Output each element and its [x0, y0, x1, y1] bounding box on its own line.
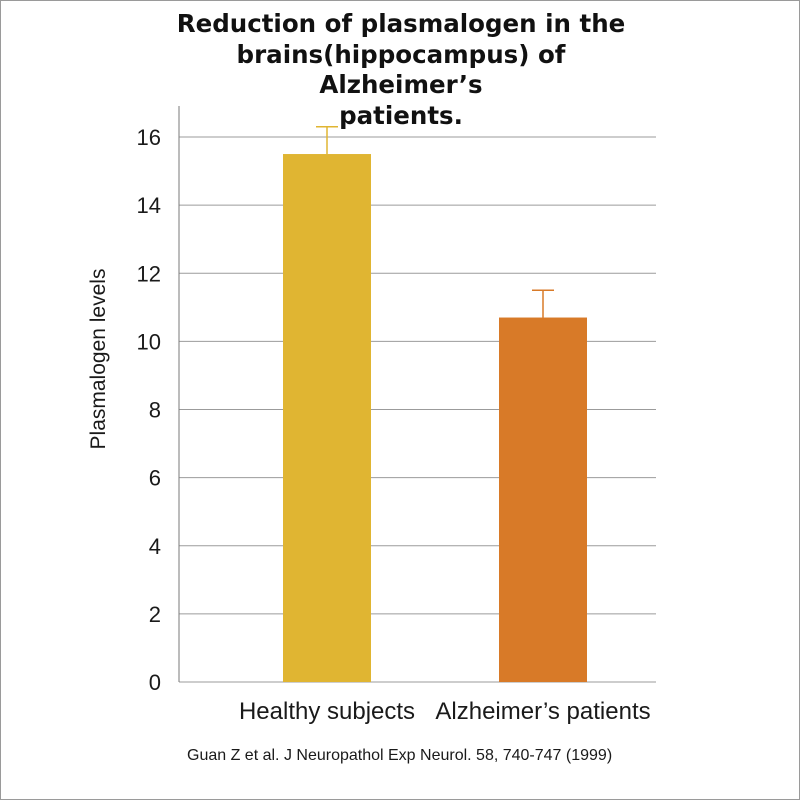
y-tick-label: 0: [149, 670, 161, 695]
citation-text: Guan Z et al. J Neuropathol Exp Neurol. …: [187, 747, 613, 764]
bar: [499, 317, 587, 682]
error-bars: [316, 126, 554, 318]
y-axis-title: Plasmalogen levels: [87, 269, 110, 450]
y-tick-label: 6: [149, 466, 161, 491]
y-tick-label: 8: [149, 398, 161, 423]
y-tick-label: 12: [137, 261, 161, 286]
y-axis-ticks: 0 2 4 6 8 10 12 14 16: [137, 125, 161, 695]
y-tick-label: 4: [149, 534, 161, 559]
y-tick-label: 16: [137, 125, 161, 150]
y-tick-label: 10: [137, 329, 161, 354]
bars: [283, 154, 587, 682]
x-category-label: Healthy subjects: [239, 698, 415, 725]
y-tick-label: 2: [149, 602, 161, 627]
x-category-label: Alzheimer’s patients: [435, 698, 650, 725]
bar: [283, 154, 371, 682]
chart-title: Reduction of plasmalogen in the brains(h…: [176, 9, 626, 130]
y-tick-label: 14: [137, 193, 161, 218]
x-axis-labels: Healthy subjects Alzheimer’s patients: [239, 698, 651, 725]
